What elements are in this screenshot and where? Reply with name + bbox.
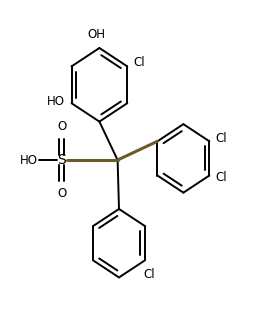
Text: Cl: Cl xyxy=(133,56,144,69)
Text: Cl: Cl xyxy=(215,132,227,145)
Text: S: S xyxy=(57,153,66,167)
Text: OH: OH xyxy=(88,28,106,41)
Text: HO: HO xyxy=(46,95,64,108)
Text: Cl: Cl xyxy=(143,268,155,281)
Text: O: O xyxy=(57,120,66,133)
Text: HO: HO xyxy=(20,154,38,166)
Text: Cl: Cl xyxy=(215,171,227,184)
Text: O: O xyxy=(57,187,66,200)
